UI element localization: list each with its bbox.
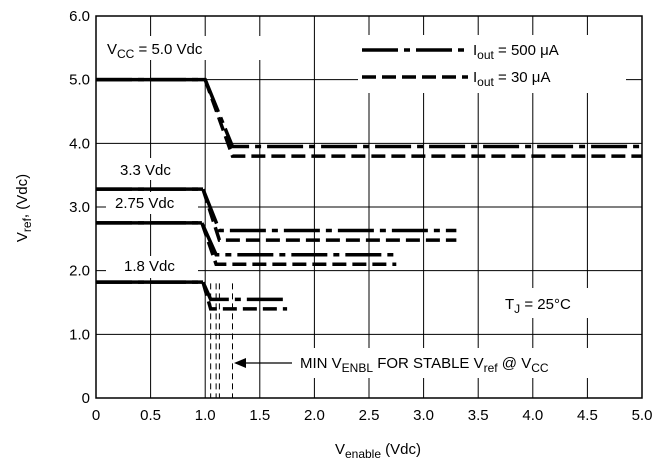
min-enbl-label: MIN VENBL FOR STABLE Vref @ VCC xyxy=(300,355,549,375)
vcc275-label: 2.75 Vdc xyxy=(115,195,175,212)
y-tick-label: 2.0 xyxy=(69,263,90,280)
x-axis-label: Venable (Vdc) xyxy=(335,441,421,461)
y-tick-label: 6.0 xyxy=(69,8,90,25)
vcc18-label-bg xyxy=(106,256,198,278)
series-lines xyxy=(96,77,642,311)
plot-frame xyxy=(95,15,643,399)
x-tick-label: 1.0 xyxy=(195,407,216,424)
vcc18-label: 1.8 Vdc xyxy=(124,258,175,275)
y-axis-label: Vref, (Vdc) xyxy=(14,174,34,242)
legend-label-30ua: Iout = 30 μA xyxy=(473,69,550,89)
min-enbl-label-bg xyxy=(294,348,622,378)
x-tick-label: 3.0 xyxy=(413,407,434,424)
x-tick-label: 3.5 xyxy=(468,407,489,424)
y-tick-label: 4.0 xyxy=(69,135,90,152)
x-tick-label: 0 xyxy=(92,407,100,424)
series-line-vcc33-30uA xyxy=(201,188,457,242)
vcc275-label-bg xyxy=(106,192,198,214)
x-tick-label: 4.5 xyxy=(577,407,598,424)
vcc50-label-bg xyxy=(100,36,268,60)
x-axis-tick-labels: 0 0.5 1.0 1.5 2.0 2.5 3.0 3.5 4.0 4.5 5.0 xyxy=(92,407,653,424)
y-axis-tick-labels: 0 1.0 2.0 3.0 4.0 5.0 6.0 xyxy=(69,8,90,407)
x-tick-label: 1.5 xyxy=(249,407,270,424)
series-line-vcc275-500uA xyxy=(96,221,397,257)
min-enable-markers xyxy=(210,283,233,398)
vcc33-label-bg xyxy=(106,158,198,180)
tj-label-bg xyxy=(498,288,602,318)
legend-label-500ua: Iout = 500 μA xyxy=(473,42,559,62)
series-line-vcc18-500uA xyxy=(96,280,288,302)
legend: Iout = 500 μA Iout = 30 μA xyxy=(358,35,626,93)
y-tick-label: 3.0 xyxy=(69,199,90,216)
x-tick-label: 2.5 xyxy=(359,407,380,424)
y-tick-label: 0 xyxy=(82,390,90,407)
vcc50-label: VCC = 5.0 Vdc xyxy=(107,41,203,61)
y-tick-label: 1.0 xyxy=(69,326,90,343)
series-line-vcc275-30uA xyxy=(200,222,397,267)
tj-label: TJ = 25°C xyxy=(505,296,571,316)
vcc33-label: 3.3 Vdc xyxy=(120,162,171,179)
x-tick-label: 4.0 xyxy=(522,407,543,424)
y-tick-label: 5.0 xyxy=(69,72,90,89)
min-enbl-arrowhead xyxy=(234,358,246,368)
x-tick-label: 0.5 xyxy=(140,407,161,424)
legend-box xyxy=(358,35,626,93)
x-tick-label: 2.0 xyxy=(304,407,325,424)
x-tick-label: 5.0 xyxy=(632,407,653,424)
series-line-vcc5-30uA xyxy=(203,79,642,158)
